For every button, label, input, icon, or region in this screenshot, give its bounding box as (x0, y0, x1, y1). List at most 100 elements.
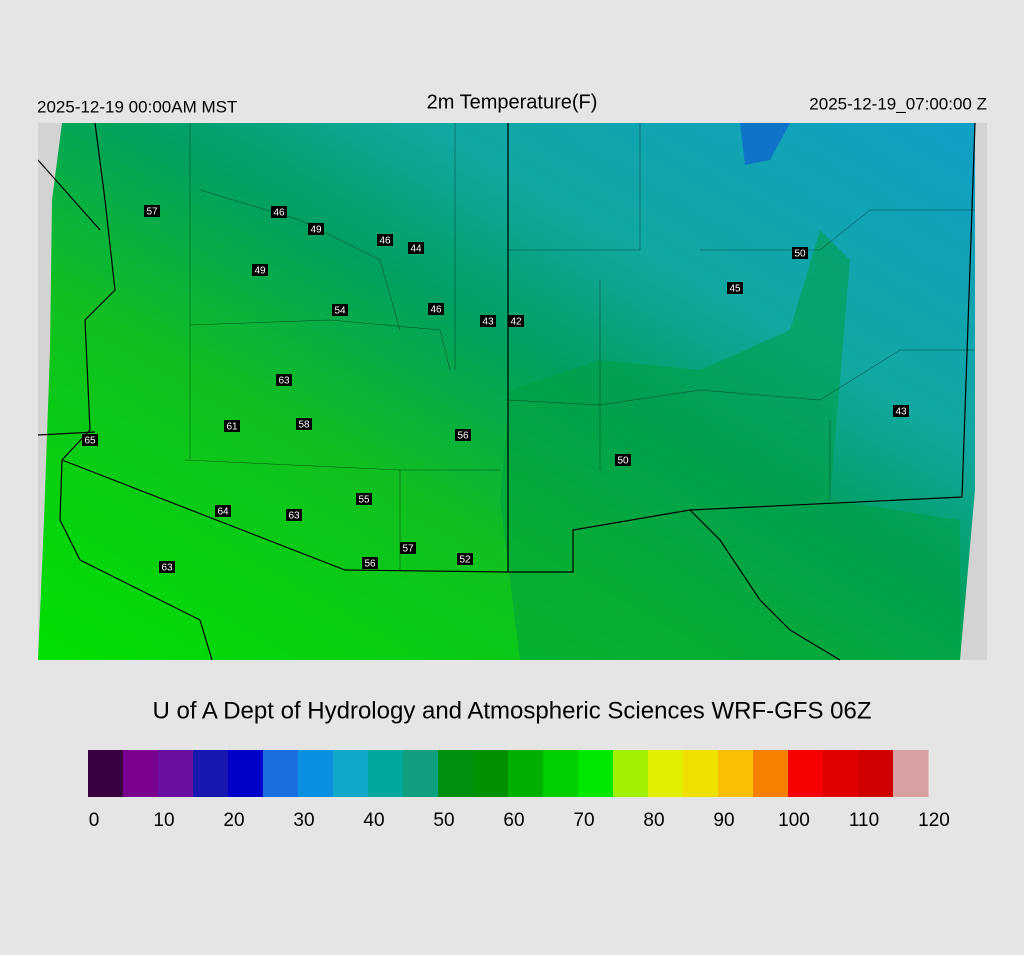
colorbar-tick-label: 50 (433, 810, 454, 831)
colorbar-tick-label: 0 (89, 810, 100, 831)
station-box (400, 542, 416, 554)
colorbar-swatch (193, 750, 229, 797)
station-value: 49 (254, 266, 266, 277)
colorbar-tick-label: 30 (293, 810, 314, 831)
station-value: 56 (457, 431, 469, 442)
station-value: 43 (895, 407, 907, 418)
colorbar-swatch (718, 750, 754, 797)
station-value: 64 (217, 507, 229, 518)
station-value: 50 (617, 456, 629, 467)
station-box (356, 493, 372, 505)
valid-time-local: 2025-12-19 00:00AM MST (37, 97, 237, 116)
station-value: 63 (278, 376, 290, 387)
state-border (37, 159, 101, 231)
station-box (308, 223, 324, 235)
station-box (224, 420, 240, 432)
state-border (59, 459, 213, 661)
station-box (428, 303, 444, 315)
station-box (144, 205, 160, 217)
station-value: 46 (379, 236, 391, 247)
station-value: 42 (510, 317, 522, 328)
colorbar-swatch (858, 750, 894, 797)
colorbar-swatch (788, 750, 824, 797)
station-box (615, 454, 631, 466)
station-value: 57 (402, 544, 414, 555)
colorbar-swatch (578, 750, 614, 797)
station-value: 49 (310, 225, 322, 236)
station-box (727, 282, 743, 294)
colorbar-swatch (123, 750, 159, 797)
colorbar-swatch (543, 750, 579, 797)
station-value: 56 (364, 559, 376, 570)
colorbar-tick-label: 10 (153, 810, 174, 831)
station-box (792, 247, 808, 259)
colorbar-tick-label: 100 (778, 810, 810, 831)
station-value: 52 (459, 555, 471, 566)
station-value: 65 (84, 436, 96, 447)
station-box (296, 418, 312, 430)
station-value: 50 (794, 249, 806, 260)
state-border (508, 122, 976, 573)
colorbar-swatch (508, 750, 544, 797)
station-box (893, 405, 909, 417)
colorbar-swatch (403, 750, 439, 797)
state-border (61, 459, 509, 573)
colorbar-swatch (368, 750, 404, 797)
colorbar-swatch (298, 750, 334, 797)
station-value: 43 (482, 317, 494, 328)
colorbar-swatch (158, 750, 194, 797)
station-box (215, 505, 231, 517)
colorbar-swatch (823, 750, 859, 797)
colorbar-tick-label: 110 (849, 810, 879, 831)
colorbar-swatch (473, 750, 509, 797)
station-value: 61 (226, 422, 238, 433)
station-box (455, 429, 471, 441)
station-value: 45 (729, 284, 741, 295)
station-box (332, 304, 348, 316)
station-box (377, 234, 393, 246)
colorbar-swatch (263, 750, 299, 797)
colorbar-tick-label: 90 (713, 810, 734, 831)
station-value: 63 (288, 511, 300, 522)
station-value: 55 (358, 495, 370, 506)
station-box (82, 434, 98, 446)
national-border (689, 509, 841, 661)
colorbar-tick-label: 70 (573, 810, 594, 831)
station-value: 57 (146, 207, 158, 218)
station-value: 44 (410, 244, 422, 255)
credit: U of A Dept of Hydrology and Atmospheric… (153, 697, 872, 724)
station-box (276, 374, 292, 386)
map-title: 2m Temperature(F) (427, 91, 598, 113)
state-border (37, 431, 96, 436)
station-box (408, 242, 424, 254)
colorbar-tick-label: 60 (503, 810, 524, 831)
temperature-field-warm (500, 230, 960, 660)
colorbar-swatch (683, 750, 719, 797)
station-value: 46 (273, 208, 285, 219)
colorbar: 0 10 20 30 40 50 60 70 80 90 100 110 120 (88, 750, 950, 831)
colorbar-tick-label: 40 (363, 810, 384, 831)
station-box (508, 315, 524, 327)
station-box (362, 557, 378, 569)
colorbar-swatch (893, 750, 929, 797)
colorbar-swatch (613, 750, 649, 797)
colorbar-swatch (438, 750, 474, 797)
borders (37, 122, 976, 661)
colorbar-swatch (753, 750, 789, 797)
station-box (271, 206, 287, 218)
colorbar-swatch (228, 750, 264, 797)
station-box (286, 509, 302, 521)
colorbar-tick-label: 120 (918, 810, 950, 831)
colorbar-tick-label: 80 (643, 810, 664, 831)
station-box (480, 315, 496, 327)
colorbar-swatch (333, 750, 369, 797)
station-value: 46 (430, 305, 442, 316)
station-value: 63 (161, 563, 173, 574)
colorbar-tick-label: 20 (223, 810, 244, 831)
valid-time-utc: 2025-12-19_07:00:00 Z (809, 94, 987, 113)
station-value: 58 (298, 420, 310, 431)
station-value: 54 (334, 306, 346, 317)
station-box (159, 561, 175, 573)
